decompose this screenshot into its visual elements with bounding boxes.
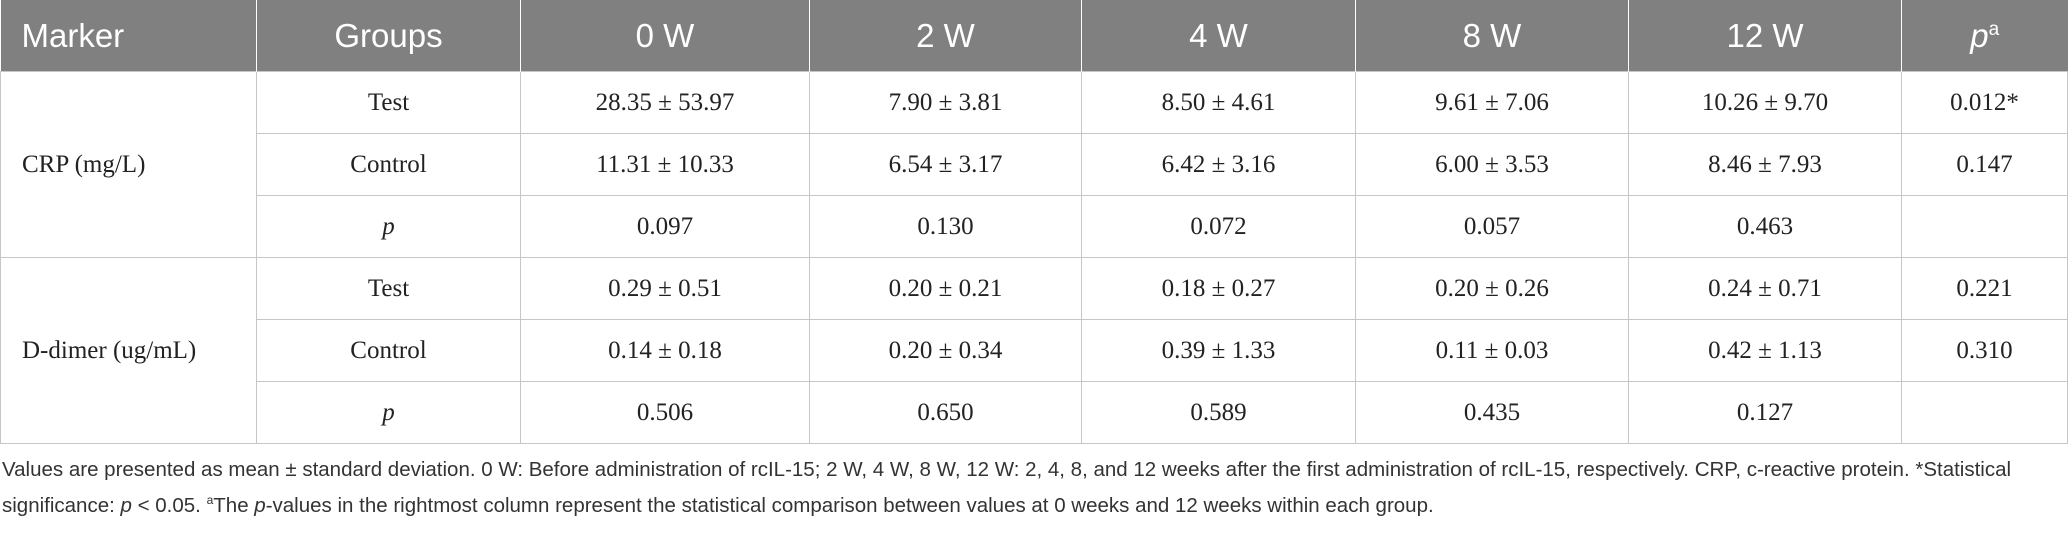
p-value-cell: 0.310 bbox=[1901, 319, 2068, 382]
value-cell: 0.057 bbox=[1355, 195, 1629, 258]
group-cell: p bbox=[256, 195, 521, 258]
table-figure: Marker Groups 0 W 2 W 4 W 8 W 12 W pa CR… bbox=[0, 0, 2068, 521]
table-footnote: Values are presented as mean ± standard … bbox=[0, 454, 2062, 521]
header-12w: 12 W bbox=[1628, 0, 1902, 72]
header-p-superscript: a bbox=[1988, 18, 2000, 40]
header-4w: 4 W bbox=[1081, 0, 1356, 72]
table-row: Control 0.14 ± 0.18 0.20 ± 0.34 0.39 ± 1… bbox=[1, 319, 2068, 382]
p-value-cell bbox=[1901, 195, 2068, 258]
header-p-letter: p bbox=[1970, 16, 1989, 54]
header-2w: 2 W bbox=[809, 0, 1082, 72]
group-cell: Test bbox=[256, 71, 521, 134]
value-cell: 0.097 bbox=[520, 195, 810, 258]
p-value-cell bbox=[1901, 381, 2068, 444]
value-cell: 0.18 ± 0.27 bbox=[1081, 257, 1356, 320]
footnote-text: -values in the rightmost column represen… bbox=[265, 493, 1434, 517]
value-cell: 0.11 ± 0.03 bbox=[1355, 319, 1629, 382]
footnote-p-letter: p bbox=[120, 493, 132, 517]
value-cell: 10.26 ± 9.70 bbox=[1628, 71, 1902, 134]
value-cell: 0.506 bbox=[520, 381, 810, 444]
value-cell: 6.00 ± 3.53 bbox=[1355, 133, 1629, 196]
header-groups: Groups bbox=[256, 0, 521, 72]
value-cell: 8.50 ± 4.61 bbox=[1081, 71, 1356, 134]
table-row: D-dimer (ug/mL) Test 0.29 ± 0.51 0.20 ± … bbox=[0, 257, 2068, 444]
value-cell: 0.072 bbox=[1081, 195, 1356, 258]
value-cell: 0.20 ± 0.26 bbox=[1355, 257, 1629, 320]
footnote-text: < 0.05. bbox=[131, 493, 207, 517]
value-cell: 0.650 bbox=[809, 381, 1082, 444]
group-cell: Control bbox=[256, 319, 521, 382]
marker-cell: D-dimer (ug/mL) bbox=[0, 257, 257, 444]
group-cell: Control bbox=[256, 133, 521, 196]
value-cell: 0.42 ± 1.13 bbox=[1628, 319, 1902, 382]
table-row: p 0.097 0.130 0.072 0.057 0.463 bbox=[1, 195, 2068, 258]
group-cell: p bbox=[256, 381, 521, 444]
value-cell: 28.35 ± 53.97 bbox=[520, 71, 810, 134]
value-cell: 0.127 bbox=[1628, 381, 1902, 444]
value-cell: 0.39 ± 1.33 bbox=[1081, 319, 1356, 382]
footnote-p-letter: p bbox=[254, 493, 266, 517]
value-cell: 0.29 ± 0.51 bbox=[520, 257, 810, 320]
p-value-cell: 0.012* bbox=[1901, 71, 2068, 134]
table-row: p 0.506 0.650 0.589 0.435 0.127 bbox=[1, 381, 2068, 444]
value-cell: 7.90 ± 3.81 bbox=[809, 71, 1082, 134]
value-cell: 6.42 ± 3.16 bbox=[1081, 133, 1356, 196]
value-cell: 0.24 ± 0.71 bbox=[1628, 257, 1902, 320]
group-cell: Test bbox=[256, 257, 521, 320]
value-cell: 8.46 ± 7.93 bbox=[1628, 133, 1902, 196]
footnote-superscript: a bbox=[206, 493, 214, 507]
value-cell: 0.589 bbox=[1081, 381, 1356, 444]
header-0w: 0 W bbox=[520, 0, 810, 72]
footnote-text: The bbox=[213, 493, 255, 517]
value-cell: 0.14 ± 0.18 bbox=[520, 319, 810, 382]
value-cell: 0.435 bbox=[1355, 381, 1629, 444]
table-row: CRP (mg/L) Test 28.35 ± 53.97 7.90 ± 3.8… bbox=[0, 71, 2068, 258]
table-row: Control 11.31 ± 10.33 6.54 ± 3.17 6.42 ±… bbox=[1, 133, 2068, 196]
value-cell: 6.54 ± 3.17 bbox=[809, 133, 1082, 196]
p-value-cell: 0.147 bbox=[1901, 133, 2068, 196]
header-marker: Marker bbox=[0, 0, 257, 72]
value-cell: 0.20 ± 0.21 bbox=[809, 257, 1082, 320]
header-8w: 8 W bbox=[1355, 0, 1629, 72]
value-cell: 0.463 bbox=[1628, 195, 1902, 258]
header-p-value: pa bbox=[1901, 0, 2068, 72]
header-row: Marker Groups 0 W 2 W 4 W 8 W 12 W pa bbox=[0, 0, 2068, 72]
data-table: Marker Groups 0 W 2 W 4 W 8 W 12 W pa CR… bbox=[0, 0, 2068, 444]
value-cell: 9.61 ± 7.06 bbox=[1355, 71, 1629, 134]
value-cell: 0.20 ± 0.34 bbox=[809, 319, 1082, 382]
value-cell: 11.31 ± 10.33 bbox=[520, 133, 810, 196]
value-cell: 0.130 bbox=[809, 195, 1082, 258]
marker-cell: CRP (mg/L) bbox=[0, 71, 257, 258]
p-value-cell: 0.221 bbox=[1901, 257, 2068, 320]
footnote-text: Values are presented as mean ± standard … bbox=[2, 458, 2012, 517]
